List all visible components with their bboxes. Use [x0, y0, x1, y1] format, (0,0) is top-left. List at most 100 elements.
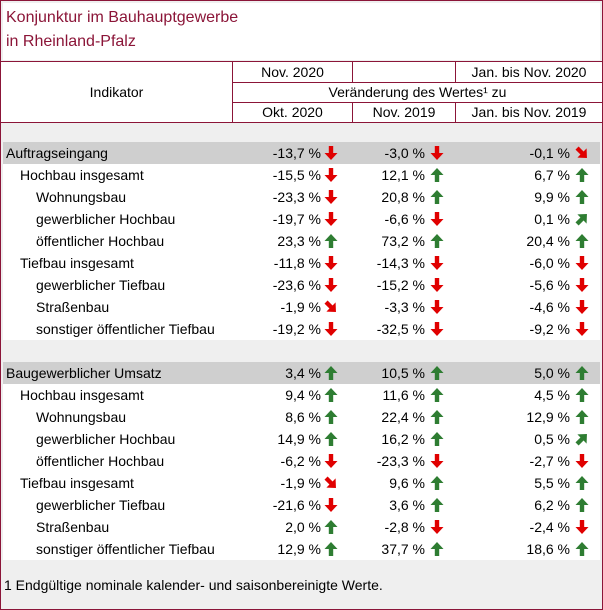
cell-value-col-1: -1,9 %	[280, 475, 321, 491]
arrow-up-icon	[430, 234, 444, 248]
table-row: öffentlicher Hochbau 23,3 % 73,2 % 20,4 %	[3, 230, 600, 252]
table-row: Tiefbau insgesamt -11,8 % -14,3 % -6,0 %	[3, 252, 600, 274]
cell-value-col-1: -1,9 %	[280, 299, 321, 315]
cell-value-col-3: 4,5 %	[534, 387, 570, 403]
header-col-2: Nov. 2019	[372, 104, 436, 120]
header-period-current: Nov. 2020	[261, 64, 324, 80]
arrow-down-icon	[430, 212, 444, 226]
arrow-down-icon	[575, 454, 589, 468]
arrow-down-icon	[430, 300, 444, 314]
cell-value-col-3: 6,2 %	[534, 497, 570, 513]
arrow-up-icon	[324, 542, 338, 556]
arrow-up-icon	[575, 498, 589, 512]
cell-value-col-2: 16,2 %	[381, 431, 425, 447]
cell-value-col-3: 5,0 %	[534, 365, 570, 381]
arrow-up-icon	[324, 520, 338, 534]
cell-value-col-3: 5,5 %	[534, 475, 570, 491]
row-label: Wohnungsbau	[36, 409, 127, 425]
header-indicator: Indikator	[89, 84, 144, 100]
arrow-down-icon	[575, 520, 589, 534]
arrow-up-icon	[575, 214, 587, 226]
header-divider	[455, 62, 456, 82]
arrow-up-icon	[430, 190, 444, 204]
arrow-down-icon	[324, 476, 336, 488]
row-label: Straßenbau	[36, 519, 110, 535]
arrow-down-icon	[430, 256, 444, 270]
cell-value-col-1: 23,3 %	[277, 233, 321, 249]
title-line-2: in Rheinland-Pfalz	[6, 33, 136, 50]
table-row: gewerblicher Hochbau -19,7 % -6,6 % 0,1 %	[3, 208, 600, 230]
arrow-up-icon	[430, 366, 444, 380]
arrow-down-icon	[324, 300, 336, 312]
cell-value-col-3: 20,4 %	[526, 233, 570, 249]
cell-value-col-2: 22,4 %	[381, 409, 425, 425]
row-label: Hochbau insgesamt	[20, 167, 144, 183]
arrow-up-icon	[324, 410, 338, 424]
row-label: gewerblicher Hochbau	[36, 211, 176, 227]
row-label: gewerblicher Hochbau	[36, 431, 176, 447]
cell-value-col-3: -4,6 %	[529, 299, 570, 315]
arrow-up-icon	[575, 476, 589, 490]
arrow-down-icon	[575, 146, 587, 158]
title-block: Konjunktur im Bauhauptgewerbe in Rheinla…	[3, 3, 600, 60]
arrow-up-icon	[575, 410, 589, 424]
cell-value-col-1: 2,0 %	[285, 519, 321, 535]
cell-value-col-1: -23,3 %	[272, 189, 321, 205]
arrow-up-icon	[324, 388, 338, 402]
section-row: Auftragseingang -13,7 % -3,0 % -0,1 %	[3, 142, 600, 164]
arrow-down-icon	[324, 168, 338, 182]
cell-value-col-3: 18,6 %	[526, 541, 570, 557]
row-label: sonstiger öffentlicher Tiefbau	[36, 541, 215, 557]
header-divider	[352, 102, 353, 122]
header-divider	[232, 102, 602, 103]
arrow-down-icon	[324, 146, 338, 160]
cell-value-col-2: 3,6 %	[389, 497, 425, 513]
cell-value-col-3: -2,4 %	[529, 519, 570, 535]
cell-value-col-1: -6,2 %	[280, 453, 321, 469]
table-header: Indikator Nov. 2020 Jan. bis Nov. 2020 V…	[1, 61, 602, 123]
header-col-1: Okt. 2020	[262, 104, 323, 120]
arrow-up-icon	[575, 434, 587, 446]
arrow-down-icon	[575, 256, 589, 270]
table-row: sonstiger öffentlicher Tiefbau 12,9 % 37,7…	[3, 538, 600, 560]
arrow-up-icon	[430, 542, 444, 556]
arrow-up-icon	[575, 168, 589, 182]
arrow-down-icon	[575, 300, 589, 314]
arrow-up-icon	[430, 476, 444, 490]
cell-value-col-1: 12,9 %	[277, 541, 321, 557]
arrow-down-icon	[324, 190, 338, 204]
arrow-up-icon	[575, 366, 589, 380]
cell-value-col-2: -23,3 %	[376, 453, 425, 469]
cell-value-col-2: -32,5 %	[376, 321, 425, 337]
cell-value-col-3: 12,9 %	[526, 409, 570, 425]
arrow-down-icon	[575, 322, 589, 336]
cell-value-col-1: -11,8 %	[273, 255, 321, 271]
arrow-up-icon	[324, 366, 338, 380]
arrow-up-icon	[575, 542, 589, 556]
arrow-down-icon	[324, 322, 338, 336]
cell-value-col-3: 9,9 %	[534, 189, 570, 205]
row-label: öffentlicher Hochbau	[36, 453, 165, 469]
arrow-up-icon	[575, 234, 589, 248]
arrow-down-icon	[430, 520, 444, 534]
table-row: Hochbau insgesamt -15,5 % 12,1 % 6,7 %	[3, 164, 600, 186]
arrow-up-icon	[324, 234, 338, 248]
table-row: Straßenbau -1,9 % -3,3 % -4,6 %	[3, 296, 600, 318]
header-divider	[232, 62, 233, 122]
cell-value-col-3: -0,1 %	[529, 145, 570, 161]
cell-value-col-2: -15,2 %	[376, 277, 425, 293]
cell-value-col-1: -23,6 %	[272, 277, 321, 293]
title-line-1: Konjunktur im Bauhauptgewerbe	[6, 9, 239, 26]
cell-value-col-2: 37,7 %	[381, 541, 425, 557]
row-label: Wohnungsbau	[36, 189, 127, 205]
arrow-up-icon	[430, 168, 444, 182]
row-label: Auftragseingang	[6, 145, 108, 161]
arrow-down-icon	[324, 454, 338, 468]
row-label: Baugewerblicher Umsatz	[6, 365, 162, 381]
row-label: sonstiger öffentlicher Tiefbau	[36, 321, 215, 337]
cell-value-col-1: -21,6 %	[272, 497, 321, 513]
cell-value-col-2: 9,6 %	[389, 475, 425, 491]
cell-value-col-1: 3,4 %	[285, 365, 321, 381]
header-change-label: Veränderung des Wertes¹ zu	[328, 84, 507, 100]
